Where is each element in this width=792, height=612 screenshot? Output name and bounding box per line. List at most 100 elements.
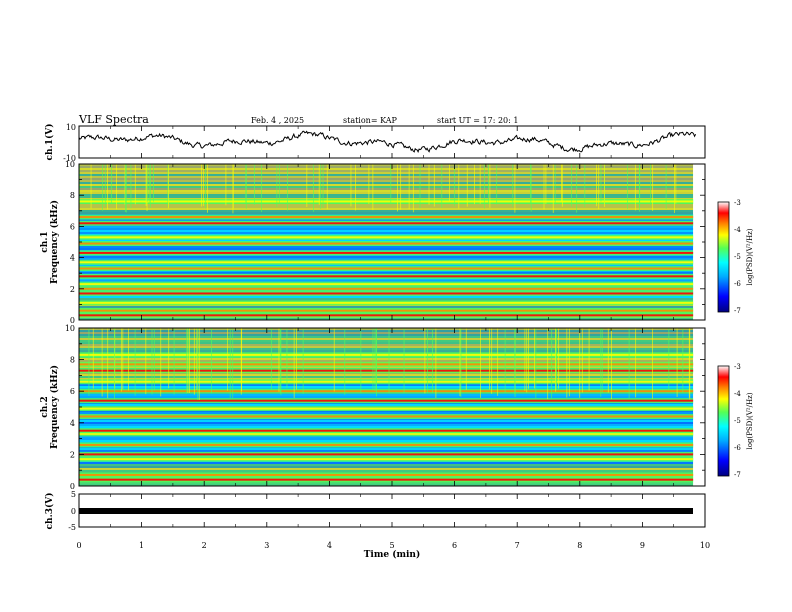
ch1-spectrogram-texture-row: [79, 230, 694, 232]
ch2-spectrogram-bands: [79, 328, 694, 486]
ch1-spectrogram-texture-row: [79, 174, 694, 176]
ch2-spectrogram-band-line: [79, 390, 694, 393]
ch2-spectrogram-yticklabels: 0 2 4 6 8 10: [65, 324, 75, 491]
ch1-colorbar-ramp: [717, 201, 730, 313]
ch1-spectrogram-band-line: [79, 283, 694, 286]
ch2-cb-tick-7: -7: [734, 471, 741, 479]
ch2-spectrogram-texture-row: [79, 426, 694, 428]
x-tick-label: 2: [202, 541, 207, 550]
ch1-cb-tick-4: -4: [734, 226, 741, 234]
ch1-spectrogram-yticklabels: 0 2 4 6 8 10: [65, 160, 75, 325]
ch1-spectrogram-texture-row: [79, 306, 694, 308]
ch2-spectrogram-texture-row: [79, 396, 694, 398]
ch1-spectrogram-ytick-label: 10: [65, 160, 75, 169]
ch2-spectrogram-ytick-label: 6: [70, 387, 75, 396]
x-axis-tick-labels: 0 1 2 3 4 5 6 7 8 9 10: [76, 541, 710, 550]
ch1-waveform-ticks: [78, 126, 706, 158]
ch1-spectrogram-texture-row: [79, 208, 694, 210]
ch2-cb-tick-5: -5: [734, 417, 741, 425]
ch3-ytick-mid: 0: [71, 507, 76, 516]
ch2-spectrogram-texture-row: [79, 344, 694, 346]
ch1-spectrogram-texture-row: [79, 188, 694, 190]
date-label: Feb. 4 , 2025: [251, 116, 304, 125]
ch2-spectrogram-texture-row: [79, 440, 694, 442]
ch3-ytick-bottom: -5: [68, 523, 76, 532]
ch1-spectrogram-texture-row: [79, 184, 694, 186]
ch1-spectrogram-texture-row: [79, 166, 694, 168]
ch1-ylabel-frequency: Frequency (kHz): [49, 200, 60, 284]
ch2-spectrogram-texture-row: [79, 346, 694, 348]
x-tick-label: 0: [76, 541, 81, 550]
ch2-spectrogram-texture-row: [79, 332, 694, 334]
ch2-spectrogram-texture-row: [79, 378, 694, 380]
ch2-spectrogram-texture-row: [79, 482, 694, 484]
ch2-spectrogram-texture-row: [79, 360, 694, 362]
ch1-spectrogram-band-line: [79, 251, 694, 254]
ch1-spectrogram-ytick-label: 4: [70, 254, 75, 263]
ch1-spectrogram-band-line: [79, 309, 694, 312]
ch2-spectrogram-texture-row: [79, 394, 694, 396]
ch3-panel: 5 0 -5 ch.3(V): [44, 490, 706, 532]
ch2-spectrogram-texture-row: [79, 418, 694, 420]
ch1-spectrogram-band-line: [79, 287, 694, 290]
ch1-spectrogram-texture-row: [79, 240, 694, 242]
ch1-spectrogram-bands: [79, 164, 694, 320]
ch1-spectrogram-band-line: [79, 200, 694, 203]
ch1-spectrogram-band-line: [79, 314, 694, 317]
ch1-spectrogram-texture-row: [79, 170, 694, 172]
ch1-spectrogram-texture-row: [79, 182, 694, 184]
ch1-spectrogram-texture-row: [79, 258, 694, 260]
x-axis-label: Time (min): [364, 549, 421, 560]
x-tick-label: 1: [139, 541, 144, 550]
ch1-spectrogram-texture-row: [79, 180, 694, 182]
ch2-spectrogram-ytick-label: 2: [70, 450, 75, 459]
ch1-spectrogram-texture-row: [79, 228, 694, 230]
ch2-spectrogram-band-line: [79, 473, 694, 476]
ch1-spectrogram-texture-row: [79, 178, 694, 180]
ch2-spectrogram-texture-row: [79, 334, 694, 336]
ch1-spectrogram-texture-row: [79, 318, 694, 320]
ch2-spectrogram-ytick-label: 10: [65, 324, 75, 333]
ch2-cb-tick-4: -4: [734, 390, 741, 398]
ch2-spectrogram-texture-row: [79, 436, 694, 438]
ch2-spectrogram-texture-row: [79, 448, 694, 450]
ch1-spectrogram-band-line: [79, 242, 694, 245]
ch2-cb-tick-3: -3: [734, 363, 741, 371]
ch2-spectrogram-texture-row: [79, 464, 694, 466]
ch2-cb-tick-6: -6: [734, 444, 741, 452]
ch1-ytick-bottom: -10: [63, 154, 76, 163]
ch2-spectrogram-band-line: [79, 399, 694, 402]
ch1-spectrogram-ytick-label: 8: [70, 191, 75, 200]
ch1-ylabel-channel: ch.1: [40, 231, 50, 252]
ch1-cb-tick-3: -3: [734, 199, 741, 207]
ch1-spectrogram-ytick-label: 2: [70, 285, 75, 294]
ch2-spectrogram-texture-row: [79, 384, 694, 386]
ch1-spectrogram-band-line: [79, 216, 694, 219]
ch1-spectrogram-texture-row: [79, 164, 694, 166]
ch2-spectrogram-band-line: [79, 443, 694, 446]
ch2-spectrogram-texture-row: [79, 338, 694, 340]
ch3-level-line: [79, 508, 693, 514]
ch1-waveform-ylabel: ch.1(V): [44, 124, 55, 161]
ch2-spectrogram-band-line: [79, 415, 694, 418]
ch1-spectrogram-texture-row: [79, 204, 694, 206]
ch1-spectrogram-ytick-label: 6: [70, 222, 75, 231]
ch2-spectrogram-ytick-label: 0: [70, 482, 75, 491]
ch1-ytick-top: 10: [66, 123, 76, 132]
ch1-spectrogram-texture-row: [79, 212, 694, 214]
ch2-ylabel-channel: ch.2: [40, 396, 50, 417]
ch2-spectrogram-texture-row: [79, 468, 694, 470]
ch2-spectrogram-band-line: [79, 353, 694, 356]
ch1-spectrogram-texture-row: [79, 194, 694, 196]
ch2-spectrogram-texture-row: [79, 374, 694, 376]
ch1-spectrogram-band-line: [79, 222, 694, 225]
ch2-spectrogram-panel: 0 2 4 6 8 10 ch.2 Frequency (kHz): [40, 324, 706, 491]
ch1-spectrogram-texture-row: [79, 192, 694, 194]
ch2-colorbar: -3 -4 -5 -6 -7 log(PSD)(V²/Hz): [717, 363, 754, 479]
ch2-spectrogram-texture-row: [79, 462, 694, 464]
ch2-spectrogram-band-line: [79, 407, 694, 410]
ch2-spectrogram-band-line: [79, 363, 694, 366]
ch2-spectrogram-texture-row: [79, 450, 694, 452]
ch2-spectrogram-ticks: [78, 327, 706, 487]
ch1-spectrogram-band-line: [79, 267, 694, 270]
